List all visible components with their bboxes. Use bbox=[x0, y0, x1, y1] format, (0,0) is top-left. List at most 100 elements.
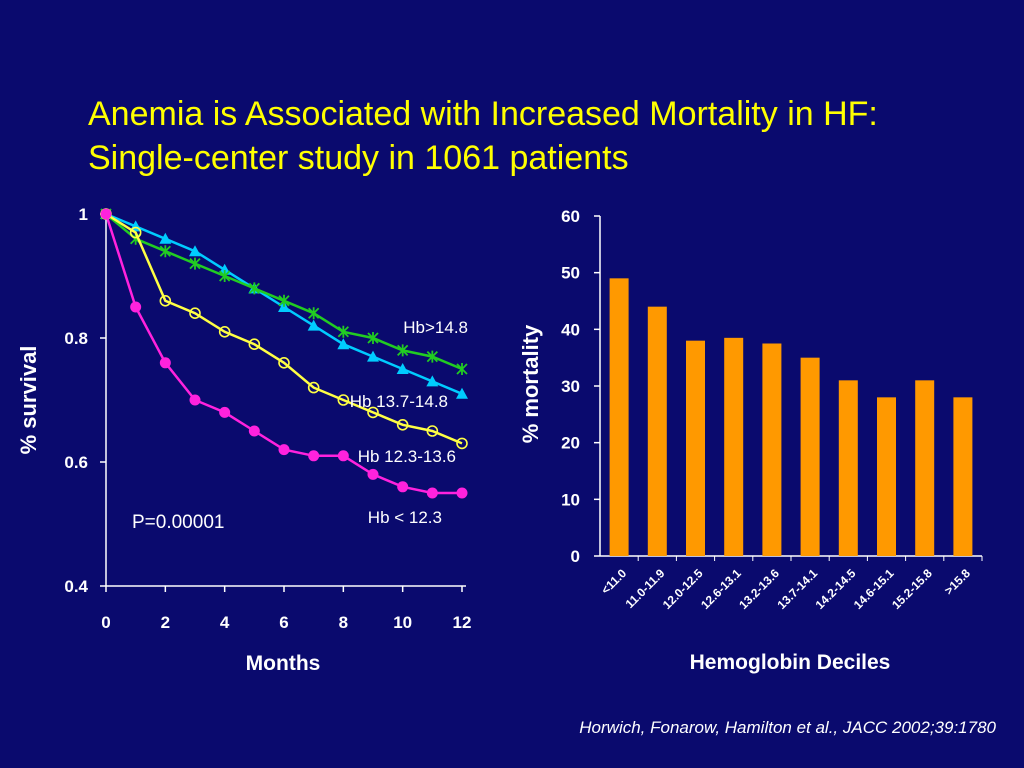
series-hb-13-7-14-8 bbox=[100, 208, 468, 375]
series-hb-12-3 bbox=[100, 208, 468, 499]
mortality-chart: 0102030405060<11.011.0-11.912.0-12.512.6… bbox=[518, 207, 983, 674]
x-tick-label: 14.6-15.1 bbox=[851, 566, 897, 612]
x-tick-label: 6 bbox=[279, 613, 288, 632]
data-point-circle bbox=[456, 487, 468, 499]
y-tick-label: 50 bbox=[561, 264, 580, 283]
data-point-circle bbox=[129, 226, 142, 239]
data-point-circle bbox=[337, 450, 349, 462]
x-tick-label: 14.2-14.5 bbox=[813, 566, 859, 612]
x-tick-label: 2 bbox=[161, 613, 170, 632]
series-label: Hb>14.8 bbox=[403, 318, 468, 337]
bar bbox=[915, 380, 935, 556]
y-tick-label: 0 bbox=[571, 547, 580, 566]
data-point-circle bbox=[308, 450, 320, 462]
x-tick-label: 13.2-13.6 bbox=[736, 566, 782, 612]
data-point-star bbox=[278, 294, 290, 307]
bar bbox=[686, 340, 705, 556]
y-tick-label: 0.6 bbox=[64, 453, 88, 472]
data-point-star bbox=[337, 325, 349, 338]
x-tick-label: 12.6-13.1 bbox=[698, 566, 744, 612]
data-point-triangle bbox=[456, 387, 468, 399]
data-point-circle bbox=[219, 406, 231, 418]
data-point-circle bbox=[337, 394, 350, 406]
data-point-circle bbox=[278, 444, 290, 456]
series-label: Hb < 12.3 bbox=[368, 508, 442, 527]
y-tick-label: 10 bbox=[561, 490, 580, 509]
citation: Horwich, Fonarow, Hamilton et al., JACC … bbox=[579, 718, 996, 737]
data-point-circle bbox=[248, 338, 261, 351]
data-point-circle bbox=[248, 425, 260, 437]
data-point-circle bbox=[278, 356, 290, 369]
title-line-2: Single-center study in 1061 patients bbox=[88, 139, 629, 177]
series-line bbox=[105, 212, 463, 445]
data-point-star bbox=[219, 270, 231, 282]
y-axis-title: % survival bbox=[16, 346, 41, 455]
data-point-circle bbox=[189, 307, 201, 320]
y-tick-label: 40 bbox=[561, 320, 580, 339]
data-point-star bbox=[189, 257, 201, 270]
bar bbox=[800, 357, 820, 556]
y-tick-label: 0.4 bbox=[64, 577, 88, 596]
bar bbox=[877, 397, 896, 556]
data-point-circle bbox=[130, 301, 142, 313]
x-tick-label: 12 bbox=[453, 613, 472, 632]
data-point-circle bbox=[159, 294, 172, 307]
data-point-triangle bbox=[189, 245, 201, 257]
bar bbox=[762, 343, 782, 556]
bar bbox=[953, 397, 973, 556]
x-tick-label: 10 bbox=[393, 613, 412, 632]
x-axis-title: Hemoglobin Deciles bbox=[690, 651, 891, 674]
bar bbox=[724, 337, 744, 556]
data-point-triangle bbox=[307, 319, 320, 331]
data-point-circle bbox=[426, 487, 438, 499]
data-point-triangle bbox=[159, 232, 172, 244]
data-point-star bbox=[367, 332, 379, 344]
data-point-circle bbox=[100, 208, 112, 220]
y-axis-title: % mortality bbox=[518, 324, 543, 443]
y-tick-label: 1 bbox=[79, 205, 88, 224]
series-hb-12-3-13-6 bbox=[100, 208, 468, 450]
data-point-circle bbox=[397, 481, 409, 493]
bar bbox=[838, 380, 858, 556]
title-line-1: Anemia is Associated with Increased Mort… bbox=[88, 95, 878, 133]
x-axis-title: Months bbox=[246, 652, 321, 675]
y-tick-label: 0.8 bbox=[64, 329, 88, 348]
data-point-star bbox=[456, 363, 468, 375]
bar bbox=[609, 278, 629, 556]
data-point-circle bbox=[159, 357, 171, 369]
data-point-circle bbox=[456, 437, 468, 450]
y-tick-label: 60 bbox=[561, 207, 580, 226]
x-tick-label: 8 bbox=[339, 613, 348, 632]
data-point-star bbox=[159, 245, 171, 258]
p-value-annotation: P=0.00001 bbox=[132, 512, 224, 533]
bar bbox=[647, 306, 667, 556]
data-point-triangle bbox=[426, 375, 439, 387]
data-point-star bbox=[397, 344, 409, 357]
x-tick-label: >15.8 bbox=[942, 566, 974, 598]
data-point-circle bbox=[396, 418, 409, 431]
data-point-star bbox=[308, 307, 320, 320]
x-tick-label: 13.7-14.1 bbox=[774, 566, 820, 612]
data-point-circle bbox=[189, 394, 201, 406]
data-point-triangle bbox=[367, 350, 379, 362]
data-point-triangle bbox=[396, 363, 409, 374]
x-tick-label: 0 bbox=[101, 613, 110, 632]
data-point-triangle bbox=[337, 338, 350, 350]
data-point-circle bbox=[367, 406, 379, 419]
x-tick-label: 4 bbox=[220, 613, 230, 632]
data-point-circle bbox=[426, 425, 439, 437]
data-point-circle bbox=[367, 468, 379, 480]
data-point-circle bbox=[218, 325, 231, 338]
data-point-star bbox=[426, 350, 438, 363]
x-tick-label: 15.2-15.8 bbox=[889, 566, 935, 612]
data-point-circle bbox=[307, 381, 320, 394]
x-tick-label: <11.0 bbox=[598, 566, 629, 597]
series-label: Hb 13.7-14.8 bbox=[350, 392, 448, 411]
y-tick-label: 30 bbox=[561, 377, 580, 396]
slide-title: Anemia is Associated with Increased Mort… bbox=[88, 92, 988, 180]
data-point-star bbox=[248, 282, 260, 295]
x-tick-label: 12.0-12.5 bbox=[660, 566, 706, 612]
series-label: Hb 12.3-13.6 bbox=[358, 447, 456, 466]
